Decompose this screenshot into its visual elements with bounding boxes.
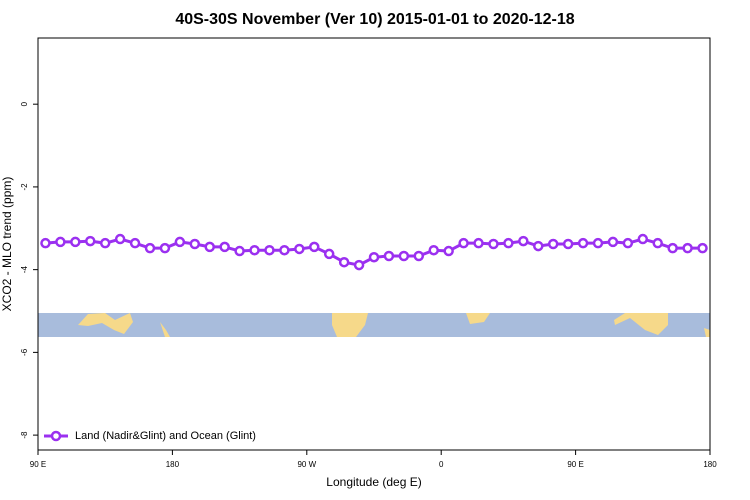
point — [622, 237, 634, 249]
point — [353, 259, 365, 271]
point — [592, 237, 604, 249]
point — [533, 240, 544, 252]
point — [682, 242, 693, 254]
point — [264, 244, 275, 256]
point — [667, 242, 678, 254]
plot-frame — [37, 37, 711, 451]
x-tick-label: 90 E — [567, 460, 583, 469]
point — [577, 237, 589, 249]
point — [518, 235, 529, 247]
point — [99, 237, 111, 249]
x-tick-label: 180 — [703, 460, 717, 469]
point — [114, 233, 126, 245]
point — [40, 237, 51, 249]
x-axis-label: Longitude (deg E) — [326, 475, 421, 489]
legend-marker — [50, 430, 62, 442]
legend-label: Land (Nadir&Glint) and Ocean (Glint) — [75, 430, 256, 442]
point — [697, 242, 708, 254]
point — [562, 238, 574, 250]
point — [338, 256, 350, 268]
point — [159, 242, 171, 254]
point — [547, 238, 559, 250]
point — [473, 237, 484, 249]
point — [189, 238, 201, 250]
x-tick-label: 90 W — [297, 460, 316, 469]
y-tick-label: -8 — [20, 431, 29, 439]
point — [249, 244, 260, 256]
point — [309, 241, 320, 253]
point — [129, 237, 141, 249]
point — [234, 245, 245, 257]
point — [85, 235, 96, 247]
point — [174, 236, 186, 248]
y-tick-label: -6 — [20, 348, 29, 356]
point — [413, 250, 425, 262]
point — [323, 248, 335, 260]
point — [398, 250, 410, 262]
point — [443, 245, 454, 257]
point — [279, 244, 290, 256]
point — [637, 233, 649, 245]
y-tick-label: -4 — [20, 266, 29, 274]
point — [144, 242, 156, 254]
x-tick-label: 180 — [166, 460, 180, 469]
chart-title: 40S-30S November (Ver 10) 2015-01-01 to … — [175, 11, 574, 28]
point — [488, 238, 499, 250]
y-tick-label: -2 — [20, 183, 29, 191]
x-tick-label: 90 E — [30, 460, 46, 469]
x-tick-label: 0 — [439, 460, 444, 469]
point — [503, 237, 514, 249]
point — [428, 244, 439, 256]
y-tick-label: 0 — [20, 101, 29, 106]
point — [607, 236, 619, 248]
point — [70, 236, 81, 248]
y-axis-label: XCO2 - MLO trend (ppm) — [0, 177, 14, 312]
point — [204, 241, 215, 253]
map-strip — [38, 313, 710, 337]
point — [383, 250, 395, 262]
point — [219, 241, 230, 253]
point — [458, 237, 469, 249]
point — [652, 237, 663, 249]
point — [294, 243, 305, 255]
point — [55, 236, 66, 248]
point — [368, 251, 380, 263]
